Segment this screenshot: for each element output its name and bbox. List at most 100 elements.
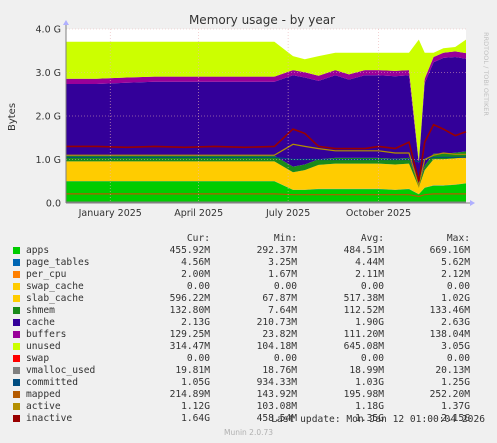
- area-unused: [66, 39, 466, 162]
- legend-value-min: 0.00: [273, 353, 297, 364]
- y-tick-label: 4.0 G: [36, 25, 62, 36]
- legend-value-cur: 129.25M: [169, 329, 210, 340]
- line-inactive: [66, 123, 467, 182]
- area-slab_cache: [66, 157, 466, 194]
- legend-swatch: [13, 271, 20, 278]
- legend-value-min: 143.92M: [256, 389, 297, 400]
- legend-header: Cur: Min: Avg: Max:: [0, 233, 497, 245]
- legend-value-cur: 1.05G: [181, 377, 210, 388]
- legend-value-max: 2.12M: [441, 269, 470, 280]
- legend-row-unused: unused 314.47M 104.18M 645.08M 3.05G: [0, 341, 497, 353]
- legend-name: swap: [26, 353, 50, 364]
- legend-value-avg: 111.20M: [343, 329, 384, 340]
- legend-value-avg: 4.44M: [355, 257, 384, 268]
- legend-value-min: 210.73M: [256, 317, 297, 328]
- legend-swatch: [13, 295, 20, 302]
- munin-version: Munin 2.0.73: [223, 428, 274, 437]
- legend-name: active: [26, 401, 61, 412]
- rrdtool-credit: RRDTOOL / TOBI OETIKER: [482, 32, 490, 116]
- y-tick-label: 1.0 G: [36, 155, 62, 166]
- area-cache: [66, 57, 466, 186]
- area-apps: [66, 181, 466, 203]
- area-shmem: [66, 151, 466, 188]
- legend-value-max: 669.16M: [429, 245, 470, 256]
- legend-value-avg: 195.98M: [343, 389, 384, 400]
- legend-value-cur: 2.00M: [181, 269, 210, 280]
- legend-header-cur: Cur:: [186, 233, 210, 244]
- legend-row-vmalloc_used: vmalloc_used 19.81M 18.76M 18.99M 20.13M: [0, 365, 497, 377]
- x-axis-arrow-icon: [470, 200, 475, 206]
- legend-row-swap_cache: swap_cache 0.00 0.00 0.00 0.00: [0, 281, 497, 293]
- legend-value-avg: 112.52M: [343, 305, 384, 316]
- legend-header-max: Max:: [446, 233, 470, 244]
- legend-value-min: 1.67M: [268, 269, 297, 280]
- legend-swatch: [13, 415, 20, 422]
- x-tick-label: July 2025: [265, 208, 310, 219]
- legend-value-avg: 1.03G: [355, 377, 384, 388]
- legend-value-max: 3.05G: [441, 341, 470, 352]
- line-active: [66, 143, 466, 188]
- legend-value-max: 1.02G: [441, 293, 470, 304]
- legend-value-avg: 0.00: [360, 353, 384, 364]
- legend-row-cache: cache 2.13G 210.73M 1.90G 2.63G: [0, 317, 497, 329]
- line-committed: [66, 156, 466, 163]
- legend-value-avg: 1.35G: [355, 413, 384, 424]
- legend-row-mapped: mapped 214.89M 143.92M 195.98M 252.20M: [0, 389, 497, 401]
- legend-value-avg: 517.38M: [343, 293, 384, 304]
- legend-value-min: 3.25M: [268, 257, 297, 268]
- legend-value-max: 2.15G: [441, 413, 470, 424]
- legend-value-min: 67.87M: [262, 293, 297, 304]
- last-update: Last update: Mon Jan 12 01:00:04 2026: [271, 414, 485, 425]
- legend-swatch: [13, 319, 20, 326]
- legend-row-inactive: inactive 1.64G 458.54M 1.35G 2.15G: [0, 413, 497, 425]
- legend-name: per_cpu: [26, 269, 67, 280]
- legend-name: slab_cache: [26, 293, 84, 304]
- legend-value-avg: 484.51M: [343, 245, 384, 256]
- legend-row-swap: swap 0.00 0.00 0.00 0.00: [0, 353, 497, 365]
- memory-chart: Memory usage - by year Bytes RRDTOOL / T…: [7, 13, 490, 219]
- legend-value-cur: 132.80M: [169, 305, 210, 316]
- legend-name: page_tables: [26, 257, 90, 268]
- legend-value-avg: 0.00: [360, 281, 384, 292]
- legend-row-committed: committed 1.05G 934.33M 1.03G 1.25G: [0, 377, 497, 389]
- legend-row-apps: apps 455.92M 292.37M 484.51M 669.16M: [0, 245, 497, 257]
- legend-swatch: [13, 283, 20, 290]
- legend-value-avg: 2.11M: [355, 269, 384, 280]
- legend-value-avg: 1.90G: [355, 317, 384, 328]
- legend-value-cur: 596.22M: [169, 293, 210, 304]
- legend-value-min: 104.18M: [256, 341, 297, 352]
- x-tick-label: April 2025: [174, 208, 223, 219]
- legend-value-cur: 455.92M: [169, 245, 210, 256]
- legend-value-cur: 19.81M: [175, 365, 210, 376]
- legend-swatch: [13, 379, 20, 386]
- legend-value-cur: 2.13G: [181, 317, 210, 328]
- legend-header-avg: Avg:: [360, 233, 384, 244]
- legend-value-min: 103.08M: [256, 401, 297, 412]
- legend-row-shmem: shmem 132.80M 7.64M 112.52M 133.46M: [0, 305, 497, 317]
- legend-value-max: 5.62M: [441, 257, 470, 268]
- y-tick-label: 2.0 G: [36, 112, 62, 123]
- legend-name: cache: [26, 317, 55, 328]
- legend-row-active: active 1.12G 103.08M 1.18G 1.37G: [0, 401, 497, 413]
- legend-name: mapped: [26, 389, 61, 400]
- legend-value-min: 18.76M: [262, 365, 297, 376]
- legend-name: swap_cache: [26, 281, 84, 292]
- legend-row-buffers: buffers 129.25M 23.82M 111.20M 138.04M: [0, 329, 497, 341]
- legend-value-min: 292.37M: [256, 245, 297, 256]
- legend-value-cur: 214.89M: [169, 389, 210, 400]
- legend-value-min: 23.82M: [262, 329, 297, 340]
- legend-value-max: 0.00: [446, 281, 470, 292]
- legend-name: shmem: [26, 305, 55, 316]
- legend-value-max: 2.63G: [441, 317, 470, 328]
- legend-swatch: [13, 247, 20, 254]
- legend-swatch: [13, 355, 20, 362]
- legend-swatch: [13, 343, 20, 350]
- line-mapped: [66, 193, 466, 198]
- legend-name: inactive: [26, 413, 73, 424]
- legend-value-cur: 4.56M: [181, 257, 210, 268]
- legend-name: vmalloc_used: [26, 365, 96, 376]
- y-tick-label: 0.0: [46, 199, 61, 210]
- legend-value-max: 133.46M: [429, 305, 470, 316]
- legend-value-max: 1.25G: [441, 377, 470, 388]
- legend-row-per_cpu: per_cpu 2.00M 1.67M 2.11M 2.12M: [0, 269, 497, 281]
